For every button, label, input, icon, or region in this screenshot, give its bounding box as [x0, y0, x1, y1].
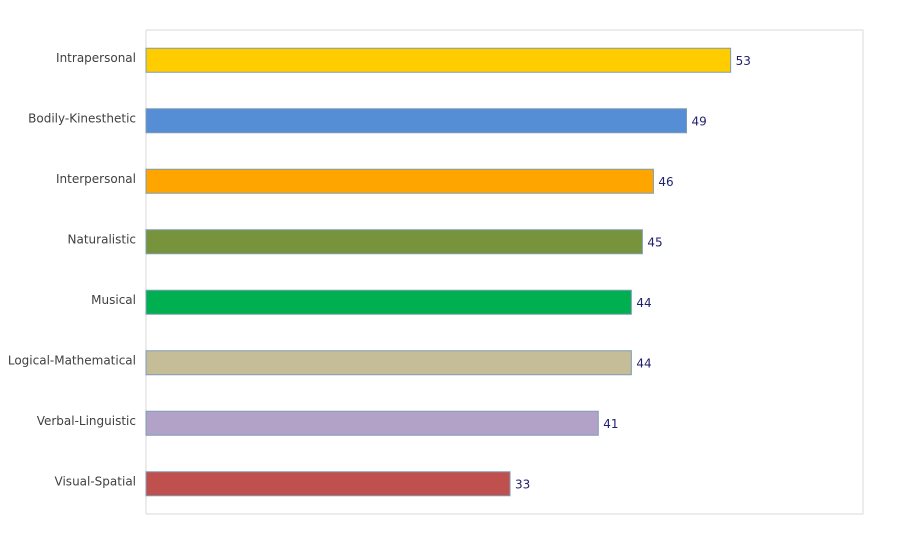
bar — [145, 350, 632, 376]
data-label: 33 — [515, 477, 530, 491]
y-tick-label: Naturalistic — [68, 232, 136, 246]
data-label: 44 — [636, 296, 651, 310]
data-label: 45 — [647, 235, 662, 249]
bar — [145, 471, 511, 497]
bar — [145, 229, 643, 255]
plot-area — [145, 29, 864, 515]
y-tick-label: Musical — [91, 293, 136, 307]
data-label: 41 — [603, 417, 618, 431]
data-label: 46 — [658, 175, 673, 189]
y-tick-label: Bodily-Kinesthetic — [28, 111, 136, 125]
y-tick-label: Interpersonal — [56, 172, 136, 186]
y-tick-label: Logical-Mathematical — [8, 353, 136, 367]
data-label: 49 — [692, 114, 707, 128]
bar — [145, 410, 599, 436]
bar — [145, 108, 688, 134]
bar — [145, 168, 654, 194]
data-label: 44 — [636, 356, 651, 370]
y-tick-label: Visual-Spatial — [55, 474, 136, 488]
data-label: 53 — [736, 54, 751, 68]
bar — [145, 47, 732, 73]
y-tick-label: Verbal-Linguistic — [37, 414, 136, 428]
y-tick-label: Intrapersonal — [56, 51, 136, 65]
bar — [145, 289, 632, 315]
